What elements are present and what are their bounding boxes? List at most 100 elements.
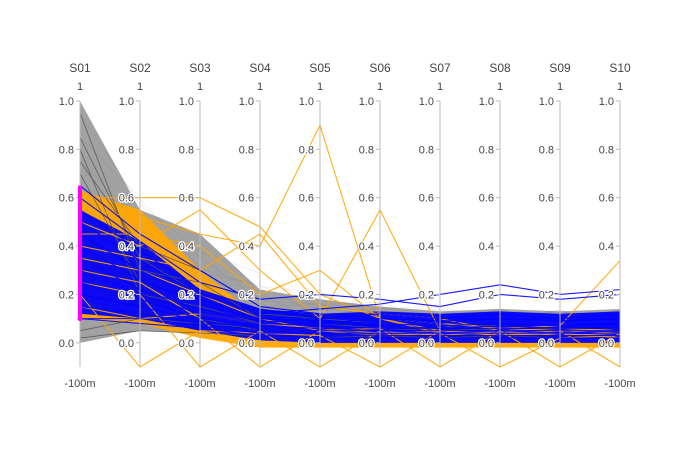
tick-label: 0.6 xyxy=(479,193,494,205)
blue-line xyxy=(80,318,620,337)
tick-label: 0.0 xyxy=(539,338,554,350)
tick-label: 0.6 xyxy=(239,193,254,205)
tick-label: 0.4 xyxy=(239,241,254,253)
tick-label: 0.8 xyxy=(419,144,434,156)
tick-label: 1.0 xyxy=(479,96,494,108)
tick-label: 0.2 xyxy=(59,289,74,301)
axis-title[interactable]: S08 xyxy=(489,61,511,75)
tick-label: 0.6 xyxy=(539,193,554,205)
axis-title[interactable]: S04 xyxy=(249,61,271,75)
tick-label: 0.8 xyxy=(239,144,254,156)
axis-s07: S07 1 -100m 0.0 0.2 0.4 0.6 0.8 1.0 xyxy=(417,61,455,390)
tick-label: 1.0 xyxy=(59,96,74,108)
tick-label: 0.0 xyxy=(479,338,494,350)
tick-label: 0.6 xyxy=(359,193,374,205)
tick-label: 0.2 xyxy=(479,289,494,301)
tick-label: 0.4 xyxy=(179,241,194,253)
tick-label: 0.8 xyxy=(59,144,74,156)
axis-s09: S09 1 -100m 0.0 0.2 0.4 0.6 0.8 1.0 xyxy=(537,61,575,390)
tick-label: 0.2 xyxy=(599,289,614,301)
tick-label: 1.0 xyxy=(179,96,194,108)
axis-bottom-label: -100m xyxy=(424,378,455,390)
axis-title[interactable]: S07 xyxy=(429,61,451,75)
axis-title[interactable]: S03 xyxy=(189,61,211,75)
orange-line xyxy=(79,233,621,332)
axis-top-label: 1 xyxy=(497,81,503,93)
tick-label: 0.4 xyxy=(59,241,74,253)
tick-label: 0.6 xyxy=(299,193,314,205)
tick-label: 0.8 xyxy=(359,144,374,156)
brush-layer[interactable] xyxy=(77,185,83,322)
axis-s04: S04 1 -100m 0.0 0.2 0.4 0.6 0.8 1.0 xyxy=(237,61,275,390)
blue-line xyxy=(79,245,621,327)
brush-range[interactable] xyxy=(78,185,82,319)
axis-s01: S01 1 -100m 0.0 0.2 0.4 0.6 0.8 1.0 xyxy=(57,61,95,390)
tick-label: 0.2 xyxy=(179,289,194,301)
tick-label: 0.0 xyxy=(119,338,134,350)
tick-label: 0.0 xyxy=(239,338,254,350)
tick-label: 0.8 xyxy=(479,144,494,156)
tick-label: 0.8 xyxy=(119,144,134,156)
tick-label: 0.6 xyxy=(179,193,194,205)
axis-bottom-label: -100m xyxy=(124,378,155,390)
tick-label: 0.8 xyxy=(179,144,194,156)
tick-label: 0.6 xyxy=(419,193,434,205)
axis-top-label: 1 xyxy=(437,81,443,93)
axis-top-label: 1 xyxy=(557,81,563,93)
tick-label: 0.4 xyxy=(419,241,434,253)
tick-label: 1.0 xyxy=(359,96,374,108)
blue-line xyxy=(79,281,620,332)
axis-title[interactable]: S09 xyxy=(549,61,571,75)
blue-line xyxy=(79,233,621,325)
tick-label: 1.0 xyxy=(299,96,314,108)
tick-label: 0.2 xyxy=(539,289,554,301)
axis-title[interactable]: S01 xyxy=(69,61,91,75)
axis-title[interactable]: S05 xyxy=(309,61,331,75)
axis-title[interactable]: S06 xyxy=(369,61,391,75)
series-lines xyxy=(79,112,621,368)
tick-label: 0.4 xyxy=(479,241,494,253)
tick-label: 0.4 xyxy=(599,241,614,253)
axis-s02: S02 1 -100m 0.0 0.2 0.4 0.6 0.8 1.0 xyxy=(117,61,155,390)
tick-label: 0.8 xyxy=(299,144,314,156)
tick-label: 0.0 xyxy=(599,338,614,350)
tick-label: 0.2 xyxy=(359,289,374,301)
tick-label: 1.0 xyxy=(419,96,434,108)
brush-handle-low[interactable] xyxy=(77,316,83,322)
axis-s03: S03 1 -100m 0.0 0.2 0.4 0.6 0.8 1.0 xyxy=(177,61,215,390)
tick-label: 0.0 xyxy=(299,338,314,350)
blue-line xyxy=(79,318,620,339)
tick-label: 1.0 xyxy=(539,96,554,108)
blue-line xyxy=(79,209,621,320)
axis-title[interactable]: S10 xyxy=(609,61,631,75)
tick-label: 0.0 xyxy=(179,338,194,350)
axis-top-label: 1 xyxy=(617,81,623,93)
axis-bottom-label: -100m xyxy=(64,378,95,390)
tick-label: 1.0 xyxy=(599,96,614,108)
axis-top-label: 1 xyxy=(137,81,143,93)
axis-top-label: 1 xyxy=(317,81,323,93)
axis-title[interactable]: S02 xyxy=(129,61,151,75)
tick-label: 0.2 xyxy=(239,289,254,301)
blue-line xyxy=(79,221,621,315)
blue-line xyxy=(79,257,621,329)
axis-s06: S06 1 -100m 0.0 0.2 0.4 0.6 0.8 1.0 xyxy=(357,61,395,390)
blue-density-band xyxy=(80,209,620,343)
axis-bottom-label: -100m xyxy=(604,378,635,390)
axis-bottom-label: -100m xyxy=(304,378,335,390)
context-gray-line xyxy=(79,330,621,339)
blue-line xyxy=(79,269,620,329)
tick-label: 0.6 xyxy=(59,193,74,205)
axis-top-label: 1 xyxy=(257,81,263,93)
tick-label: 0.2 xyxy=(119,289,134,301)
tick-label: 0.4 xyxy=(299,241,314,253)
axes: S01 1 -100m 0.0 0.2 0.4 0.6 0.8 1.0 S02 1 -100m 0.0 0… xyxy=(57,61,635,390)
axis-bottom-label: -100m xyxy=(484,378,515,390)
tick-label: 0.8 xyxy=(539,144,554,156)
axis-top-label: 1 xyxy=(77,81,83,93)
axis-bottom-label: -100m xyxy=(544,378,575,390)
tick-label: 0.6 xyxy=(119,193,134,205)
tick-label: 1.0 xyxy=(239,96,254,108)
